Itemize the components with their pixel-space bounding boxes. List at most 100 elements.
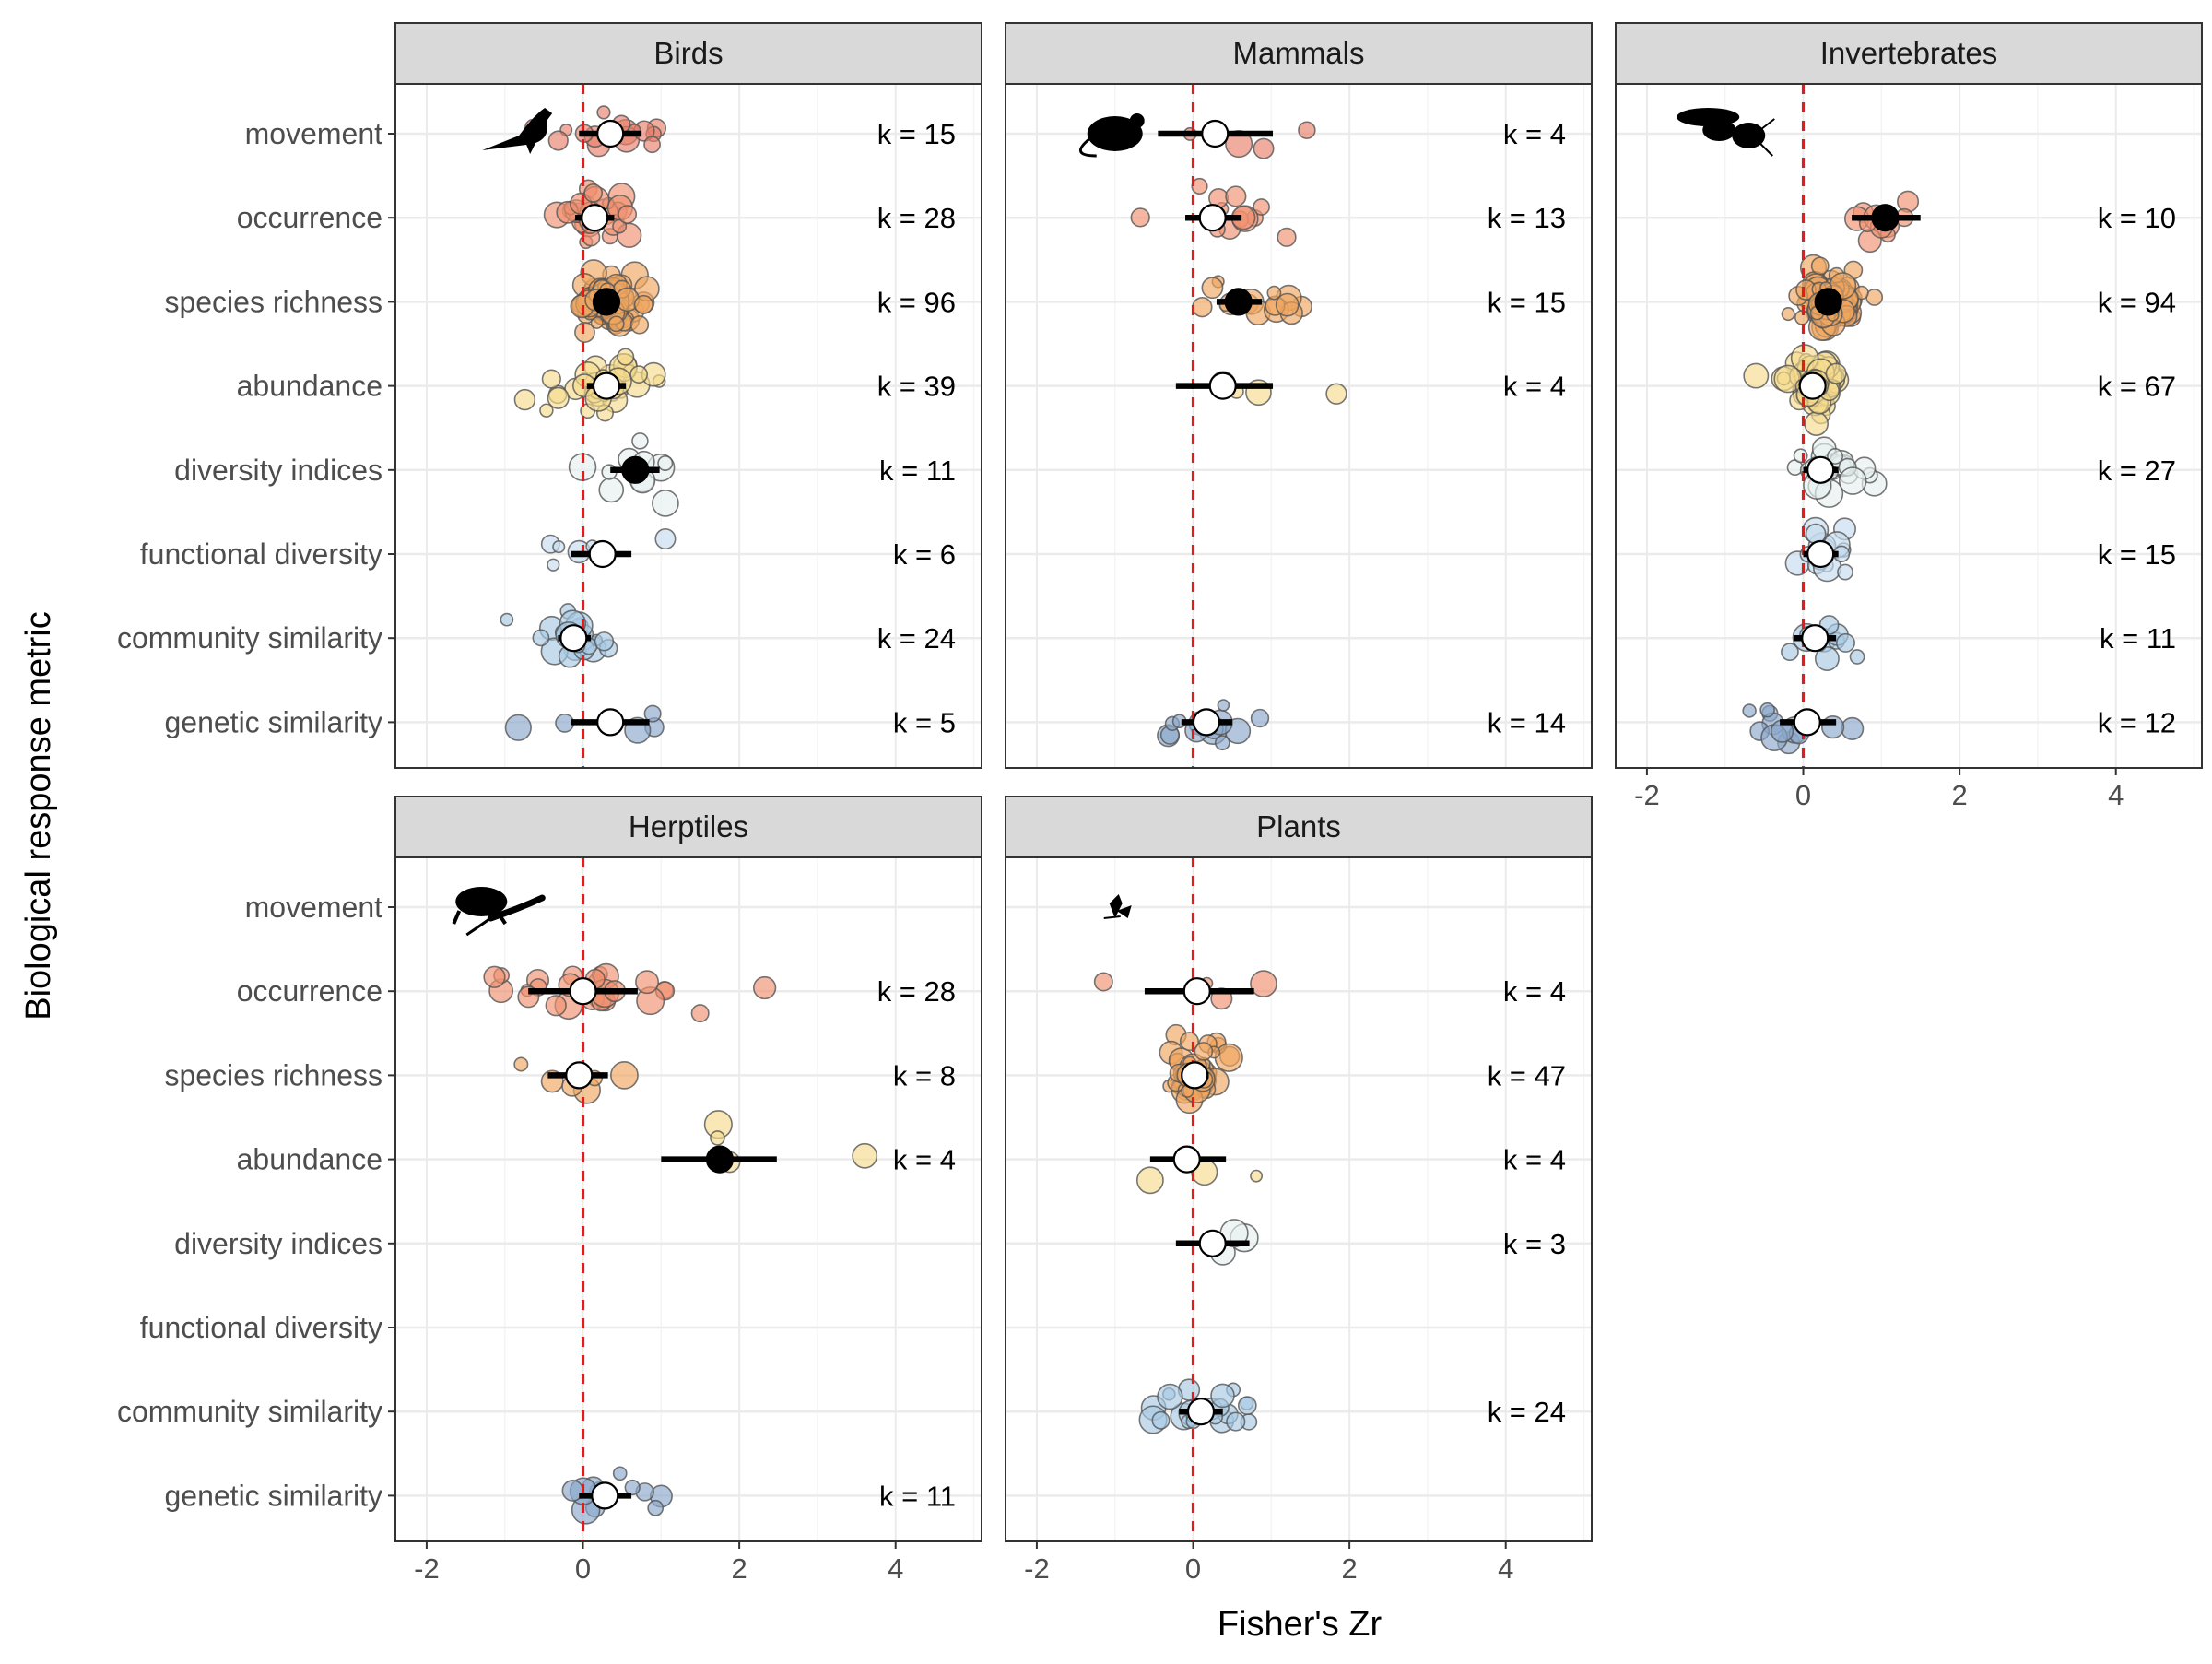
estimate-abundance: k = 4 [661,1144,956,1176]
mean-estimate [1806,539,1835,569]
effect-size-point [598,477,625,503]
k-label: k = 39 [877,371,956,403]
y-tick-label: community similarity [117,621,382,655]
estimate-genetic-similarity: k = 14 [1181,706,1566,738]
k-label: k = 47 [1488,1059,1566,1092]
effect-size-point [647,1499,665,1516]
effect-size-point [1838,466,1867,495]
effect-size-point [583,183,604,203]
estimate-movement: k = 4 [1158,118,1566,150]
plot-background [1006,857,1592,1541]
y-tick-label: occurrence [237,201,382,234]
panel-title: Plants [1256,809,1341,844]
mouse-icon [1079,113,1145,158]
panel-border [394,856,982,1542]
effect-size-point [1214,1043,1243,1072]
mean-estimate [1814,288,1842,316]
effect-size-point [710,1130,725,1146]
bird-shape [482,108,553,154]
mouse-tail [1079,137,1097,158]
panel-strip [1005,22,1593,85]
effect-size-point [752,975,777,1000]
y-axis-title: Biological response metric [19,611,58,1021]
points-genetic-similarity [504,704,665,744]
k-label: k = 10 [2098,202,2176,234]
effect-size-point [1225,185,1247,207]
k-label: k = 11 [879,454,956,487]
mean-estimate [592,288,621,316]
estimate-occurrence: k = 28 [575,202,956,234]
y-tick-label: movement [245,117,383,150]
x-tick-label: 4 [2108,779,2124,811]
effect-size-point [500,612,514,627]
panel-invertebrates: Invertebrates k = 10 k = 94 k = 67 k = 27 k =… [1615,22,2203,811]
effect-size-point [513,388,536,411]
effect-size-point [607,315,625,333]
effect-size-point [1217,699,1230,712]
effect-size-point [574,322,595,343]
effect-size-point [624,1479,641,1496]
panel-mammals: Mammals k = 4 k = 13 k = 15 k = 4 k = 14 [1005,22,1593,769]
mean-estimate [1208,372,1237,400]
effect-size-point [629,315,650,335]
effect-size-point [643,136,661,154]
k-label: k = 94 [2098,286,2176,318]
effect-size-point [1781,307,1795,322]
mean-estimate [621,455,650,484]
panel-plants: Plants k = 4 k = 47 k = 4 k = 3 k = 24 -2 0 2 4 [1005,796,1593,1585]
effect-size-point [1275,292,1300,317]
insect-legs [1757,118,1775,157]
x-tick-label: 0 [1185,1552,1201,1585]
k-label: k = 5 [893,706,956,738]
x-tick-label: 0 [575,1552,591,1585]
estimate-species-richness: k = 15 [1216,286,1566,318]
mean-estimate [569,977,597,1006]
estimate-community-similarity: k = 24 [1179,1396,1566,1428]
estimate-occurrence: k = 28 [528,975,956,1008]
k-label: k = 15 [2098,538,2176,571]
x-tick-label: 2 [1951,779,1967,811]
insect-icon [1677,108,1775,157]
effect-size-point [532,629,550,647]
effect-size-point [633,294,653,314]
estimate-movement: k = 15 [579,118,956,150]
effect-size-point [690,1004,710,1023]
x-tick-label: -2 [414,1552,440,1585]
k-label: k = 4 [1503,975,1566,1008]
panel-border [1005,856,1593,1542]
plot-background [395,84,982,768]
mean-estimate [559,624,588,653]
mouse-body [1087,116,1143,151]
effect-size-point [654,528,677,550]
estimate-genetic-similarity: k = 11 [579,1480,956,1512]
effect-size-point [1810,256,1830,276]
panel-strip [1615,22,2203,85]
k-label: k = 15 [1488,286,1566,318]
estimate-diversity-indices: k = 27 [1803,454,2176,487]
y-tick-label: abundance [237,1143,382,1176]
mean-estimate [1172,1145,1201,1174]
effect-size-point [652,490,679,517]
k-label: k = 14 [1488,706,1566,738]
effect-size-point [1250,1169,1264,1183]
plant-leaf [1116,905,1132,918]
panel-title: Invertebrates [1820,36,1998,70]
k-label: k = 28 [877,975,956,1008]
estimate-diversity-indices: k = 11 [610,454,956,487]
estimate-occurrence: k = 4 [1144,975,1566,1008]
panel-border [1005,83,1593,769]
k-label: k = 6 [893,538,956,571]
plant-leaf [1109,894,1123,918]
effect-size-point [1191,177,1208,195]
effect-size-point [1325,383,1347,405]
effect-size-point [1835,632,1855,653]
effect-size-point [547,558,560,572]
mean-estimate [1871,204,1900,232]
estimate-genetic-similarity: k = 12 [1780,706,2176,738]
plot-background [395,857,982,1541]
effect-size-point [1237,1396,1257,1415]
y-tick-label: species richness [164,1058,382,1092]
k-label: k = 3 [1503,1228,1566,1260]
effect-size-point [1841,716,1865,740]
